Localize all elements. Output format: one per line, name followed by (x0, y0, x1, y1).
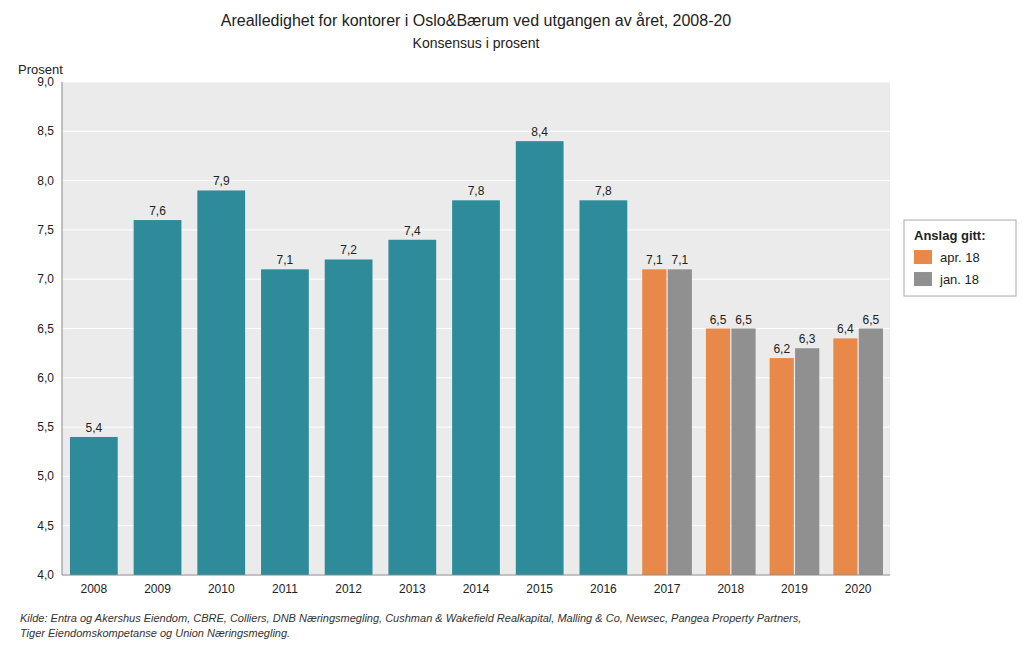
data-label: 6,3 (799, 332, 816, 346)
bar (388, 240, 436, 575)
legend-entry: apr. 18 (940, 250, 980, 265)
x-tick-label: 2010 (208, 582, 235, 596)
legend: Anslag gitt: apr. 18 jan. 18 (904, 220, 1016, 296)
bar (452, 200, 500, 575)
data-label: 8,4 (531, 125, 548, 139)
legend-title: Anslag gitt: (914, 228, 986, 243)
bar (70, 437, 118, 575)
bar (134, 220, 182, 575)
x-tick-label: 2011 (272, 582, 298, 596)
legend-entry: jan. 18 (939, 272, 979, 287)
bar (642, 269, 666, 575)
x-tick-label: 2014 (463, 582, 490, 596)
bar (580, 200, 628, 575)
data-label: 7,1 (671, 253, 688, 267)
grid-line (62, 575, 890, 576)
y-tick-label: 7,0 (37, 272, 54, 286)
x-tick-label: 2009 (144, 582, 171, 596)
x-tick-label: 2018 (717, 582, 744, 596)
bars (70, 141, 883, 575)
legend-frame (904, 220, 1016, 296)
grid-line (62, 82, 890, 83)
bar (770, 358, 794, 575)
y-axis-line (62, 82, 63, 575)
plot-background (62, 82, 890, 575)
grid-line (62, 180, 890, 181)
chart: Arealledighet for kontorer i Oslo&Bærum … (0, 0, 1024, 669)
data-label: 6,2 (773, 342, 790, 356)
data-label: 7,6 (149, 204, 166, 218)
x-tick-label: 2020 (845, 582, 872, 596)
x-tick-label: 2013 (399, 582, 426, 596)
x-tick-label: 2019 (781, 582, 808, 596)
data-labels: 5,4 7,6 7,9 7,1 7,2 7,4 7,8 8,4 7,8 7,1 7,1 6,5 6,5 6… (86, 125, 880, 435)
y-tick-label: 5,5 (37, 420, 54, 434)
y-tick-label: 5,0 (37, 469, 54, 483)
y-tick-label: 6,0 (37, 371, 54, 385)
data-label: 6,5 (863, 313, 880, 327)
x-tick-label: 2016 (590, 582, 617, 596)
legend-swatch (914, 250, 932, 264)
bar (197, 190, 245, 575)
y-tick-label: 6,5 (37, 322, 54, 336)
x-tick-label: 2015 (526, 582, 553, 596)
data-label: 7,8 (468, 184, 485, 198)
y-tick-label: 7,5 (37, 223, 54, 237)
grid-line (62, 131, 890, 132)
bar (731, 329, 755, 576)
data-label: 7,4 (404, 224, 421, 238)
data-label: 6,5 (735, 313, 752, 327)
data-label: 7,1 (646, 253, 663, 267)
y-tick-label: 9,0 (37, 75, 54, 89)
bar (516, 141, 564, 575)
x-tick-label: 2017 (654, 582, 681, 596)
data-label: 7,8 (595, 184, 612, 198)
bar (833, 338, 857, 575)
subtitle: Konsensus i prosent (413, 35, 540, 51)
y-tick-label: 4,0 (37, 568, 54, 582)
x-tick-label: 2008 (80, 582, 107, 596)
y-tick-label: 4,5 (37, 519, 54, 533)
y-grid (62, 82, 890, 575)
data-label: 6,5 (710, 313, 727, 327)
legend-swatch (914, 272, 932, 286)
x-tick-label: 2012 (335, 582, 362, 596)
y-tick-label: 8,0 (37, 174, 54, 188)
data-label: 7,9 (213, 174, 230, 188)
data-label: 7,1 (277, 253, 294, 267)
bar (795, 348, 819, 575)
data-label: 7,2 (340, 243, 357, 257)
bar (859, 329, 883, 576)
bar (325, 259, 373, 575)
bar (668, 269, 692, 575)
data-label: 5,4 (86, 421, 103, 435)
bar (706, 329, 730, 576)
data-label: 6,4 (837, 322, 854, 336)
bar (261, 269, 309, 575)
y-tick-label: 8,5 (37, 124, 54, 138)
footnote: Kilde: Entra og Akershus Eiendom, CBRE, … (20, 612, 801, 639)
title: Arealledighet for kontorer i Oslo&Bærum … (221, 12, 732, 29)
x-axis-line (62, 575, 890, 576)
